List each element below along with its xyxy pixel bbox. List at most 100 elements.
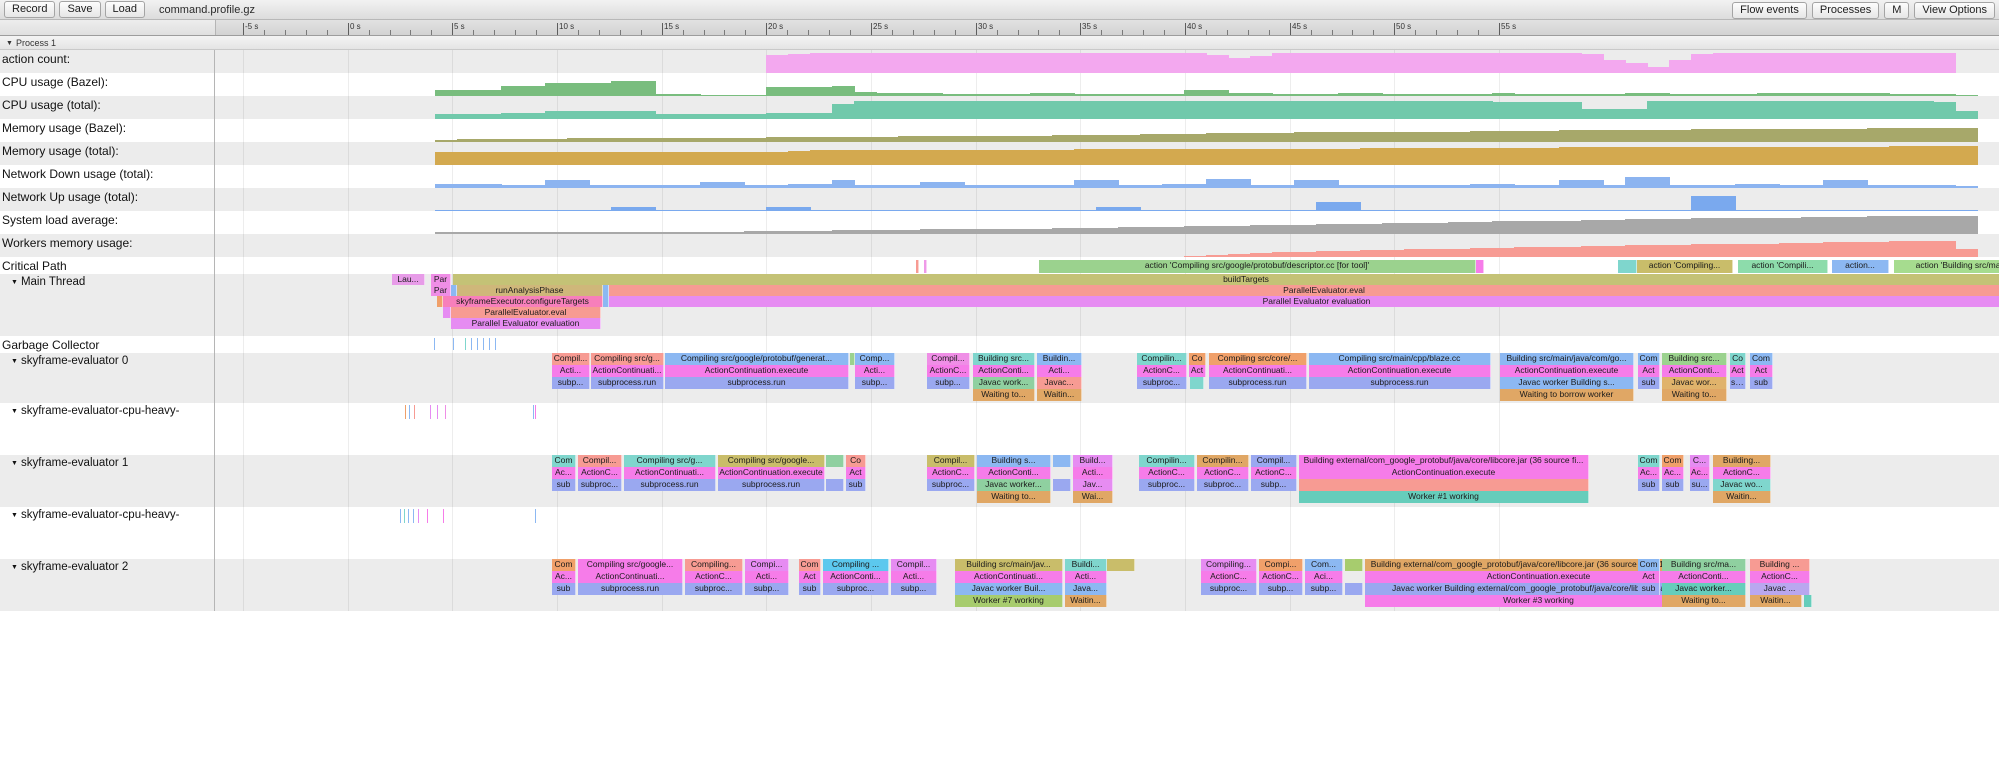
- trace-slice[interactable]: [603, 285, 609, 296]
- skyframe-evaluator-1-canvas[interactable]: Com Compil... Compiling src/g... Compiling …: [215, 455, 1999, 507]
- trace-slice[interactable]: Waitin...: [1750, 595, 1802, 607]
- trace-slice[interactable]: ActionConti...: [1662, 365, 1727, 377]
- trace-slice[interactable]: Waiting to...: [973, 389, 1035, 401]
- processes-button[interactable]: Processes: [1811, 1, 1880, 19]
- gc-event-tick[interactable]: [453, 338, 454, 350]
- metrics-button[interactable]: M: [1884, 1, 1910, 19]
- trace-slice[interactable]: ActionC...: [578, 467, 622, 479]
- trace-slice[interactable]: ActionContinuation.execute: [665, 365, 849, 377]
- trace-slice[interactable]: action...: [1832, 260, 1889, 273]
- micro-event-tick[interactable]: [437, 405, 438, 419]
- trace-slice[interactable]: ActionC...: [1259, 571, 1303, 583]
- trace-slice[interactable]: ActionContinuati...: [624, 467, 716, 479]
- trace-slice[interactable]: sub: [1662, 479, 1684, 491]
- trace-slice[interactable]: Com: [1638, 353, 1660, 365]
- trace-slice[interactable]: Ac...: [552, 571, 576, 583]
- trace-slice[interactable]: ActionContinuati...: [578, 571, 683, 583]
- trace-slice[interactable]: subproc...: [578, 479, 622, 491]
- gc-event-tick[interactable]: [471, 338, 472, 350]
- trace-slice[interactable]: [603, 296, 609, 307]
- trace-slice[interactable]: action 'Compili...: [1738, 260, 1828, 273]
- micro-event-tick[interactable]: [400, 509, 401, 523]
- trace-slice[interactable]: subp...: [1259, 583, 1303, 595]
- skyframe-evaluator-cpu-heavy-0-canvas[interactable]: [215, 403, 1999, 455]
- trace-slice[interactable]: subproc...: [823, 583, 889, 595]
- trace-slice[interactable]: runAnalysisPhase: [457, 285, 603, 296]
- trace-slice[interactable]: [826, 479, 844, 491]
- trace-slice[interactable]: ActionC...: [927, 467, 975, 479]
- trace-slice[interactable]: Build...: [1073, 455, 1113, 467]
- gc-event-tick[interactable]: [465, 338, 466, 350]
- network-down-usage-total[interactable]: Network Down usage (total):: [0, 165, 1999, 188]
- trace-slice[interactable]: subp...: [891, 583, 937, 595]
- trace-slice[interactable]: sub: [846, 479, 866, 491]
- trace-slice[interactable]: Acti...: [855, 365, 895, 377]
- trace-slice[interactable]: Waiting to...: [1662, 389, 1727, 401]
- trace-slice[interactable]: Worker #7 working: [955, 595, 1063, 607]
- trace-slice[interactable]: sub: [799, 583, 821, 595]
- memory-usage-total-canvas[interactable]: [215, 142, 1999, 165]
- cpu-usage-bazel[interactable]: CPU usage (Bazel):: [0, 73, 1999, 96]
- view-options-button[interactable]: View Options: [1914, 1, 1995, 19]
- trace-slice[interactable]: su...: [1690, 479, 1710, 491]
- trace-slice[interactable]: Compil...: [1251, 455, 1297, 467]
- trace-slice[interactable]: ActionC...: [1713, 467, 1771, 479]
- trace-slice[interactable]: Par: [431, 274, 451, 285]
- trace-slice[interactable]: Compil...: [552, 353, 590, 365]
- record-button[interactable]: Record: [4, 1, 56, 18]
- garbage-collector-canvas[interactable]: [215, 336, 1999, 353]
- trace-slice[interactable]: ActionConti...: [823, 571, 889, 583]
- trace-slice[interactable]: Waiting to...: [977, 491, 1051, 503]
- trace-slice[interactable]: subp...: [552, 377, 590, 389]
- trace-slice[interactable]: Acti...: [1073, 467, 1113, 479]
- micro-event-tick[interactable]: [535, 405, 536, 419]
- trace-slice[interactable]: [437, 296, 443, 307]
- track-list[interactable]: action count: CPU usage (Bazel): CPU usage…: [0, 50, 1999, 772]
- trace-slice[interactable]: Building external/com_google_protobuf/ja…: [1299, 455, 1589, 467]
- trace-slice[interactable]: Co: [1730, 353, 1746, 365]
- trace-slice[interactable]: Lau...: [392, 274, 425, 285]
- micro-event-tick[interactable]: [405, 405, 406, 419]
- trace-slice[interactable]: Par: [431, 285, 451, 296]
- skyframe-evaluator-0-canvas[interactable]: Compil... Compiling src/g... Compiling src…: [215, 353, 1999, 403]
- micro-event-tick[interactable]: [443, 509, 444, 523]
- trace-slice[interactable]: [1345, 559, 1363, 571]
- trace-slice[interactable]: Building src...: [973, 353, 1035, 365]
- trace-slice[interactable]: Building src/ma...: [1662, 559, 1746, 571]
- trace-slice[interactable]: [1476, 260, 1484, 273]
- trace-slice[interactable]: Ac...: [1638, 467, 1660, 479]
- skyframe-evaluator-2[interactable]: ▼ skyframe-evaluator 2 Com Compiling src/go…: [0, 559, 1999, 611]
- trace-slice[interactable]: [826, 455, 844, 467]
- trace-slice[interactable]: Building src...: [1662, 353, 1727, 365]
- trace-slice[interactable]: Compiling src/core/...: [1209, 353, 1307, 365]
- trace-slice[interactable]: Co: [846, 455, 866, 467]
- trace-slice[interactable]: [451, 285, 457, 296]
- trace-slice[interactable]: ActionConti...: [1662, 571, 1746, 583]
- micro-event-tick[interactable]: [408, 509, 409, 523]
- memory-usage-bazel-canvas[interactable]: [215, 119, 1999, 142]
- micro-event-tick[interactable]: [445, 405, 446, 419]
- trace-slice[interactable]: Compiling src/main/cpp/blaze.cc: [1309, 353, 1491, 365]
- cpu-usage-bazel-canvas[interactable]: [215, 73, 1999, 96]
- process-header[interactable]: ▼ Process 1: [0, 36, 1999, 50]
- flow-events-button[interactable]: Flow events: [1732, 1, 1807, 19]
- trace-slice[interactable]: Com: [1638, 559, 1660, 571]
- trace-slice[interactable]: Parallel Evaluator evaluation: [609, 296, 1999, 307]
- trace-slice[interactable]: sub: [552, 583, 576, 595]
- trace-slice[interactable]: Compil...: [891, 559, 937, 571]
- trace-slice[interactable]: Waitin...: [1037, 389, 1082, 401]
- trace-slice[interactable]: Act: [799, 571, 821, 583]
- critical-path-canvas[interactable]: action 'Compiling src/google/protobuf/de…: [215, 257, 1999, 274]
- workers-memory-usage-canvas[interactable]: [215, 234, 1999, 257]
- trace-slice[interactable]: sub: [1638, 583, 1660, 595]
- trace-slice[interactable]: Acti...: [1065, 571, 1107, 583]
- trace-slice[interactable]: subproc...: [927, 479, 975, 491]
- trace-slice[interactable]: Compiling src/google/protobuf/generat...: [665, 353, 849, 365]
- cpu-usage-total[interactable]: CPU usage (total):: [0, 96, 1999, 119]
- trace-slice[interactable]: Javac worker Building s...: [1500, 377, 1634, 389]
- workers-memory-usage[interactable]: Workers memory usage:: [0, 234, 1999, 257]
- trace-slice[interactable]: sub: [1730, 377, 1746, 389]
- trace-slice[interactable]: sub: [1750, 377, 1773, 389]
- chevron-down-icon[interactable]: ▼: [11, 279, 18, 286]
- network-down-usage-total-canvas[interactable]: [215, 165, 1999, 188]
